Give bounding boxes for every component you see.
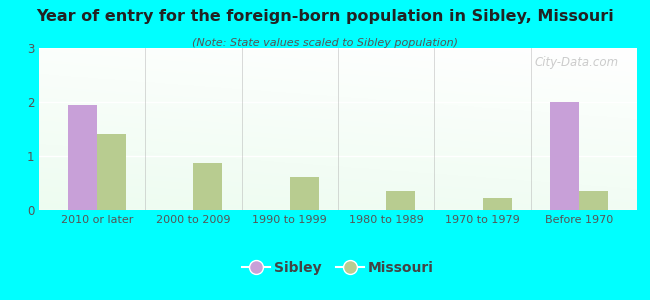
Bar	[386, 191, 415, 210]
Bar	[290, 176, 318, 210]
Text: City-Data.com: City-Data.com	[535, 56, 619, 69]
Text: (Note: State values scaled to Sibley population): (Note: State values scaled to Sibley pop…	[192, 38, 458, 47]
Bar	[579, 191, 608, 210]
Bar	[550, 102, 579, 210]
Bar	[97, 134, 126, 210]
Legend: Sibley, Missouri: Sibley, Missouri	[237, 256, 439, 281]
Bar	[193, 163, 222, 210]
Bar	[483, 198, 512, 210]
Bar	[68, 105, 97, 210]
Text: Year of entry for the foreign-born population in Sibley, Missouri: Year of entry for the foreign-born popul…	[36, 9, 614, 24]
